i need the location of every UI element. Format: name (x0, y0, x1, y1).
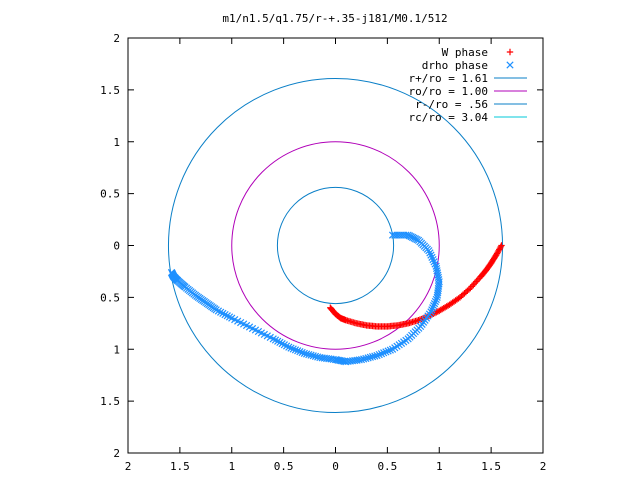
x-tick-label: 0.5 (377, 460, 397, 473)
drho-phase-point (373, 351, 381, 360)
x-tick-label: 2 (540, 460, 547, 473)
drho-phase-point (285, 343, 293, 351)
legend-label: r+/ro = 1.61 (409, 72, 488, 85)
drho-phase-point (368, 353, 377, 361)
drho-phase-point (276, 338, 284, 347)
drho-phase-point (366, 353, 374, 361)
y-tick-label: 2 (113, 447, 120, 460)
drho-phase-point (223, 312, 231, 320)
drho-phase-point (221, 310, 229, 319)
drho-phase-point (425, 247, 433, 255)
drho-phase-point (386, 346, 394, 354)
drho-phase-point (375, 350, 383, 359)
x-tick-label: 1 (228, 460, 235, 473)
drho-phase-point (305, 350, 313, 359)
drho-phase-point (429, 255, 437, 264)
legend-label: rc/ro = 3.04 (409, 111, 489, 124)
y-tick-label: 0.5 (100, 188, 120, 201)
drho-phase-point (382, 348, 390, 356)
w-phase-point (498, 242, 505, 249)
drho-phase-point (271, 336, 280, 344)
drho-phase-point (314, 353, 322, 361)
drho-phase-point (278, 339, 286, 348)
drho-phase-point (429, 304, 437, 312)
drho-phase-point (433, 291, 442, 299)
y-tick-label: 0 (113, 240, 120, 253)
drho-phase-point (217, 308, 225, 316)
drho-phase-point (364, 354, 372, 362)
drho-phase-point (300, 349, 308, 358)
drho-phase-point (294, 347, 302, 355)
drho-phase-point (287, 344, 295, 352)
y-tick-label: 1.5 (100, 84, 120, 97)
drho-phase-point (432, 295, 440, 304)
x-tick-label: 0 (332, 460, 339, 473)
w-phase-point (497, 243, 504, 251)
drho-phase-point (430, 258, 438, 266)
legend-label: ro/ro = 1.00 (409, 85, 488, 98)
y-tick-label: 1 (113, 343, 120, 356)
drho-phase-point (228, 314, 236, 322)
drho-phase-point (309, 352, 317, 360)
drho-phase-point (296, 347, 304, 356)
drho-phase-point (282, 342, 291, 350)
drho-phase-point (371, 352, 379, 360)
legend-label: r-/ro = .56 (415, 98, 488, 111)
drho-phase-point (427, 251, 435, 259)
x-tick-label: 1.5 (481, 460, 501, 473)
y-tick-label: 0.5 (100, 291, 120, 304)
axis-ticks: 2 1.5 1 0.5 0 0.5 1 1.5 221.510.500.511.52 (100, 32, 546, 473)
drho-phase-point (311, 352, 320, 360)
drho-phase-point (302, 350, 311, 358)
drho-phase-point (214, 307, 223, 315)
drho-phase-point (362, 354, 370, 363)
y-tick-label: 1 (113, 136, 120, 149)
drho-phase-point (430, 299, 439, 308)
drho-phase-point (316, 353, 324, 362)
drho-phase-point (225, 313, 234, 321)
y-tick-label: 2 (113, 32, 120, 45)
x-tick-label: 0.5 (274, 460, 294, 473)
drho-phase-point (429, 302, 438, 310)
legend-label: drho phase (422, 59, 488, 72)
drho-phase-point (384, 347, 392, 355)
drho-phase-point (167, 268, 176, 277)
x-tick-label: 2 (125, 460, 132, 473)
drho-phase-point (431, 297, 440, 306)
drho-phase-point (377, 350, 386, 358)
legend-label: W phase (442, 46, 488, 59)
drho-phase-point (428, 306, 436, 314)
chart-title: m1/n1.5/q1.75/r-+.35-j181/M0.1/512 (222, 12, 447, 25)
drho-phase-point (388, 345, 397, 353)
y-tick-label: 1.5 (100, 395, 120, 408)
drho-phase-point (291, 346, 300, 354)
drho-phase-point (428, 253, 436, 261)
drho-phase-point (433, 293, 441, 301)
phase-points (167, 231, 505, 366)
x-tick-label: 1 (436, 460, 443, 473)
drho-phase-point (426, 249, 434, 257)
drho-phase-point (274, 337, 282, 345)
x-tick-label: 1.5 (170, 460, 190, 473)
drho-phase-point (307, 351, 315, 359)
legend-marker (506, 61, 514, 69)
reference-circle (276, 186, 395, 305)
drho-phase-point (280, 341, 288, 349)
reference-circle (231, 141, 440, 350)
drho-phase-point (289, 345, 297, 353)
drho-phase-point (298, 348, 306, 357)
drho-phase-point (431, 260, 439, 268)
w-phase-point (465, 286, 473, 293)
drho-phase-point (380, 349, 388, 357)
drho-phase-point (219, 309, 227, 318)
legend-marker (506, 48, 514, 56)
